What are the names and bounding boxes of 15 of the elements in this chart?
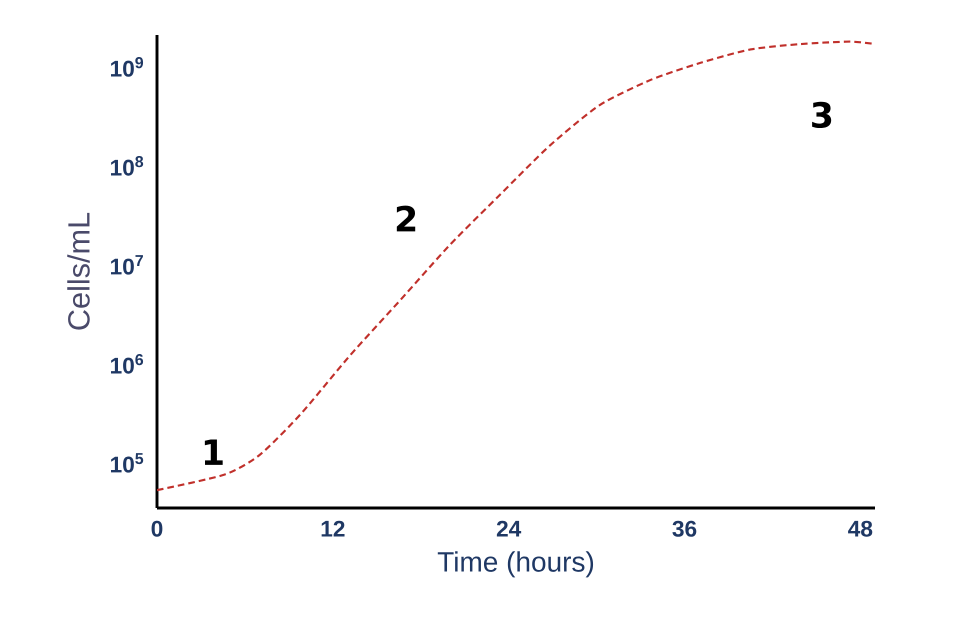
y-axis-title: Cells/mL: [67, 212, 90, 330]
x-tick-label: 12: [322, 520, 345, 537]
y-tick-label: 10$^{5}$: [111, 453, 144, 473]
x-tick-label: 24: [496, 520, 522, 537]
y-tick-label: 10$^{8}$: [111, 156, 144, 176]
annotation: 2: [396, 206, 416, 232]
y-tick-label: 10$^{9}$: [111, 57, 144, 77]
x-axis-title: Time (hours): [438, 551, 594, 578]
annotation: 1: [204, 440, 223, 465]
x-tick-label: 0: [152, 520, 162, 537]
x-tick-label: 36: [672, 520, 696, 537]
y-tick-label: 10$^{7}$: [111, 255, 143, 275]
x-tick-label: 48: [848, 520, 872, 537]
y-tick-label: 10$^{6}$: [111, 354, 144, 374]
annotation: 3: [812, 102, 832, 128]
